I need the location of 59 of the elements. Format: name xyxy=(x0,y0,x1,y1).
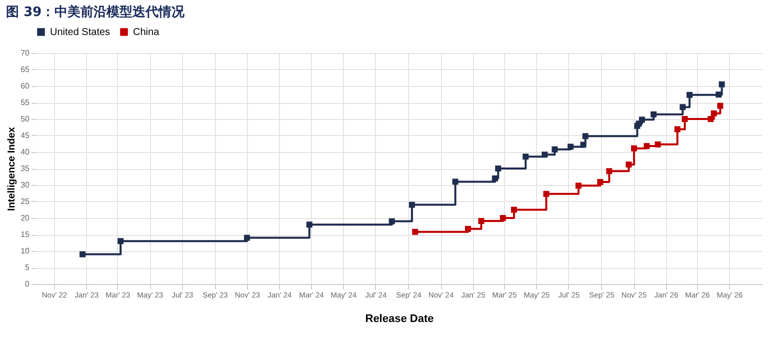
point xyxy=(680,104,686,110)
x-axis-title: Release Date xyxy=(365,313,434,325)
point xyxy=(452,178,458,185)
point xyxy=(306,222,312,228)
point xyxy=(606,168,612,174)
y-tick-label: 50 xyxy=(20,114,30,124)
point xyxy=(626,162,632,168)
point xyxy=(654,141,661,148)
point xyxy=(682,116,688,122)
point xyxy=(412,228,418,235)
point xyxy=(80,251,86,258)
point xyxy=(686,92,693,98)
point xyxy=(495,166,502,172)
y-tick-label: 35 xyxy=(20,164,30,173)
chart-title: 图 39：中美前沿模型迭代情况 xyxy=(6,4,186,20)
y-tick-label: 65 xyxy=(20,65,30,74)
point xyxy=(408,202,415,208)
point xyxy=(597,179,604,186)
point xyxy=(674,126,680,132)
point xyxy=(717,102,724,109)
legend-label: China xyxy=(133,27,160,38)
point xyxy=(650,111,657,118)
point xyxy=(511,206,518,213)
point xyxy=(388,218,395,224)
legend-label: United States xyxy=(50,27,110,38)
point xyxy=(244,234,250,241)
y-tick-label: 40 xyxy=(20,148,30,156)
y-tick-label: 0 xyxy=(25,280,30,288)
y-tick-label: 20 xyxy=(20,214,30,222)
point xyxy=(708,116,714,122)
point xyxy=(576,182,582,189)
point xyxy=(552,146,558,152)
point xyxy=(542,152,548,158)
point xyxy=(631,145,638,152)
y-tick-label: 15 xyxy=(20,230,30,239)
y-tick-label: 10 xyxy=(20,246,30,256)
point xyxy=(580,142,586,148)
y-tick-label: 25 xyxy=(20,197,30,206)
point xyxy=(465,226,472,232)
point xyxy=(492,175,498,182)
point xyxy=(478,218,484,224)
point xyxy=(716,92,722,98)
point xyxy=(710,110,717,116)
point xyxy=(500,215,506,221)
point xyxy=(522,154,529,160)
point xyxy=(638,116,645,123)
point xyxy=(718,81,725,88)
y-tick-label: 30 xyxy=(20,180,30,190)
y-tick-label: 55 xyxy=(20,98,30,107)
y-tick-label: 5 xyxy=(25,263,30,272)
y-tick-label: 45 xyxy=(20,131,30,140)
point xyxy=(543,190,550,197)
y-tick-label: 60 xyxy=(20,82,30,90)
point xyxy=(644,143,650,150)
y-axis-title: Intelligence Index xyxy=(6,126,18,211)
point xyxy=(568,144,574,150)
y-tick-label: 70 xyxy=(20,48,30,58)
point xyxy=(118,238,124,244)
point xyxy=(582,133,588,140)
